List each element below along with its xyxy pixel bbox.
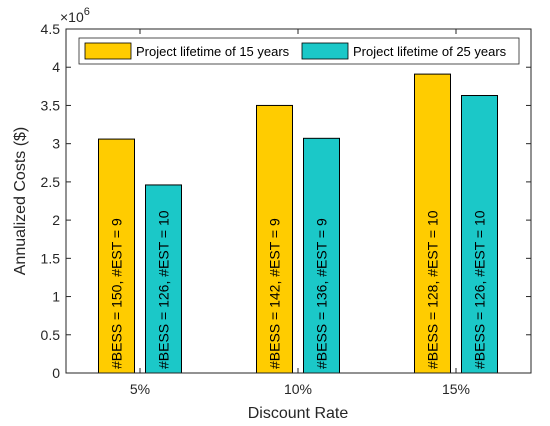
bar-annotation-25-years-5pct: #BESS = 126, #EST = 10 [156,210,172,369]
y-tick-label: 0 [52,365,60,381]
legend-swatch-15-years [84,42,132,60]
x-tick-label: 10% [284,381,312,397]
bar-15-years-5pct [98,138,135,374]
plot-area-background [66,29,531,373]
bar-25-years-10pct [303,137,340,374]
y-tick-label: 2 [52,212,60,228]
bar-25-years-15pct [461,95,498,374]
bar-annotation-25-years-15pct: #BESS = 126, #EST = 10 [472,210,488,369]
bar-annotation-15-years-15pct: #BESS = 128, #EST = 10 [425,210,441,369]
y-tick-label: 1.5 [41,250,61,266]
x-axis-title: Discount Rate [248,405,349,422]
y-multiplier-base: ×10 [60,9,84,25]
bar-25-years-5pct [145,184,182,374]
bars-layer: #BESS = 150, #EST = 9 #BESS = 142, #EST =… [98,73,498,374]
bar-annotation-15-years-5pct: #BESS = 150, #EST = 9 [109,218,125,369]
ticks-layer: 0 0.5 1 1.5 2 2.5 3 3.5 4 4.5 5% 10% 15% [41,21,531,397]
legend-label-15-years: Project lifetime of 15 years [136,44,290,59]
y-multiplier-exponent: 6 [84,6,90,18]
x-tick-label: 15% [442,381,470,397]
legend-box [78,37,520,65]
y-tick-label: 3 [52,136,60,152]
y-tick-label: 1 [52,289,60,305]
y-tick-label: 0.5 [41,327,61,343]
legend-swatch-25-years [301,42,349,60]
legend-label-25-years: Project lifetime of 25 years [353,44,507,59]
y-tick-label: 4 [52,59,60,75]
bar-annotation-15-years-10pct: #BESS = 142, #EST = 9 [267,218,283,369]
x-tick-label: 5% [130,381,150,397]
y-tick-label: 4.5 [41,21,61,37]
y-axis-title: Annualized Costs ($) [12,127,29,276]
y-tick-label: 2.5 [41,174,61,190]
bar-15-years-10pct [256,104,293,374]
bar-15-years-15pct [414,73,451,374]
bar-annotation-25-years-10pct: #BESS = 136, #EST = 9 [314,218,330,369]
plot-area-border [65,28,532,374]
legend: Project lifetime of 15 years Project lif… [78,37,520,65]
y-tick-label: 3.5 [41,97,61,113]
y-multiplier: ×106 [60,6,90,25]
